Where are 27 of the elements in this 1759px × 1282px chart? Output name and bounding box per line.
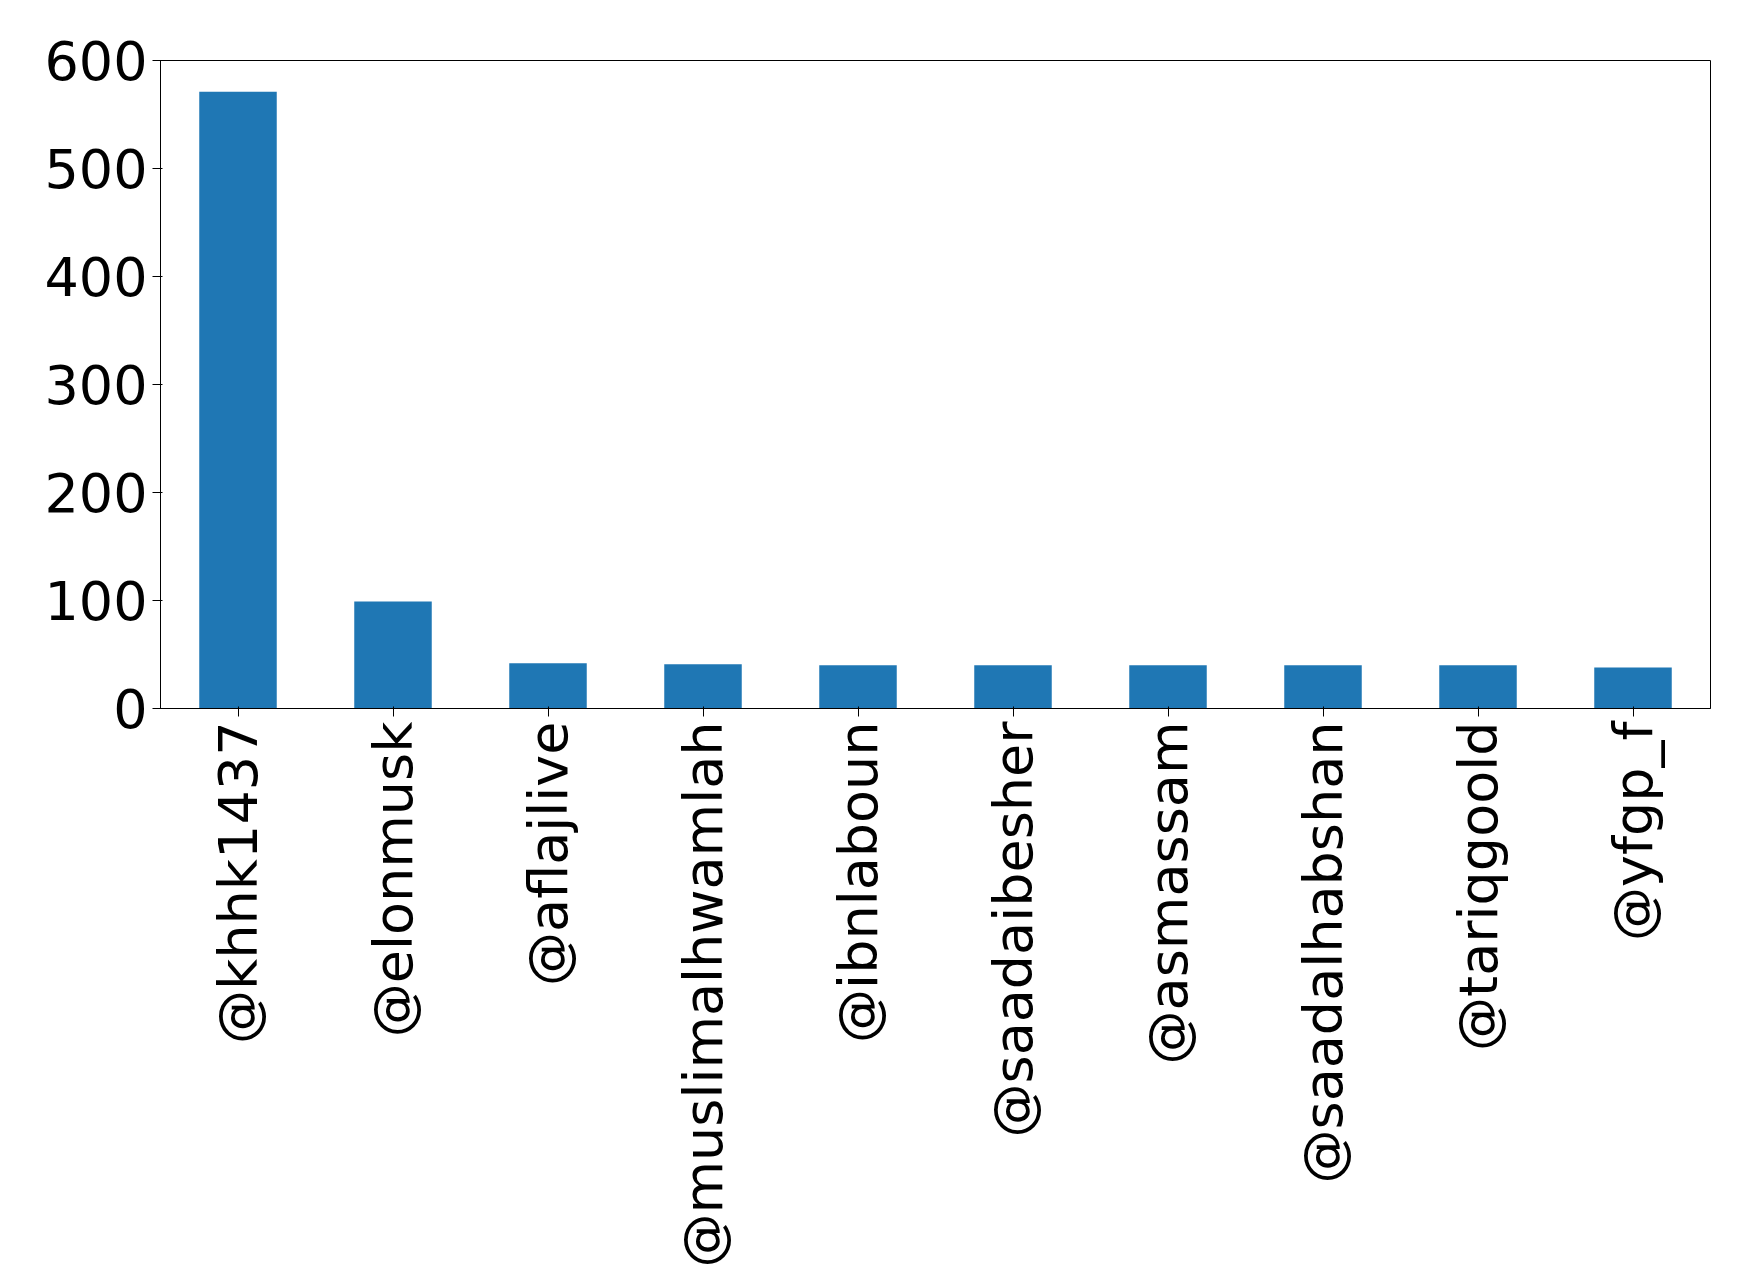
x-tick-label: @saadaibesher [981, 720, 1045, 1138]
bar [974, 665, 1052, 709]
x-tick-label: @aflajlive [516, 721, 580, 986]
x-tick-label: @ibnlaboun [826, 721, 890, 1043]
y-tick-label: 600 [44, 30, 148, 93]
y-tick-label: 500 [44, 138, 148, 201]
bar [354, 601, 432, 709]
x-tick-label: @tariqgoold [1446, 721, 1510, 1051]
y-tick-label: 0 [113, 678, 148, 741]
bar [1439, 665, 1517, 709]
y-tick-label: 300 [44, 354, 148, 417]
x-tick-label: @asmassam [1136, 721, 1200, 1065]
bar [819, 665, 897, 709]
bar [1284, 665, 1362, 709]
bar [664, 664, 742, 709]
bar [509, 663, 587, 709]
bar [199, 91, 277, 709]
x-tick-label: @muslimalhwamlah [671, 721, 735, 1268]
x-tick-label: @elonmusk [361, 720, 425, 1038]
bar [1594, 667, 1672, 709]
x-tick-label: @yfgp_f [1601, 719, 1665, 942]
x-tick-label: @saadalhabshan [1291, 721, 1355, 1184]
x-tick-label: @khhk1437 [206, 721, 270, 1044]
y-tick-label: 100 [44, 570, 148, 633]
bar [1129, 665, 1207, 709]
y-tick-label: 400 [44, 246, 148, 309]
y-tick-label: 200 [44, 462, 148, 525]
